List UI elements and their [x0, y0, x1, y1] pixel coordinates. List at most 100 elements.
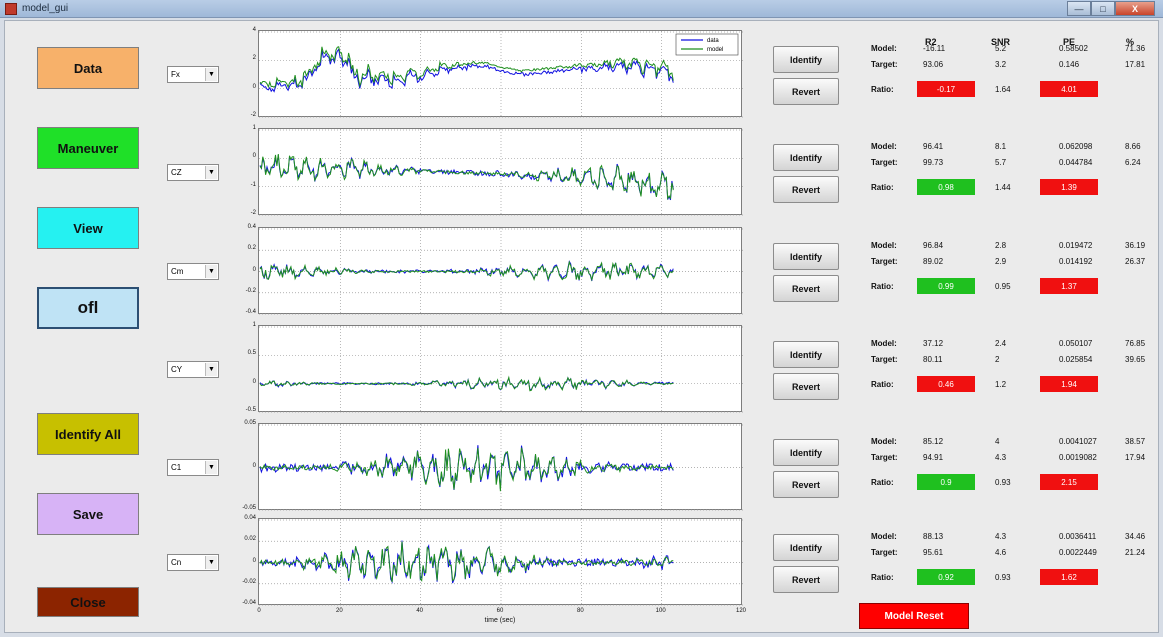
revert-button[interactable]: Revert	[773, 176, 839, 203]
target-pct-value: 21.24	[1125, 548, 1146, 557]
model-r2-value: -16.11	[923, 44, 946, 53]
identify-button[interactable]: Identify	[773, 46, 839, 73]
model-row-label: Model:	[871, 437, 897, 446]
ratio-r2-box: -0.17	[917, 81, 975, 97]
model-pct-value: 38.57	[1125, 437, 1146, 446]
model-r2-value: 85.12	[923, 437, 944, 446]
signal-select[interactable]: Fx ▼	[167, 65, 219, 83]
model-series-line	[259, 447, 674, 492]
x-tick-label: 120	[735, 608, 746, 614]
x-tick-label: 60	[496, 608, 504, 614]
header-pe: PE	[1063, 37, 1076, 47]
x-tick-label: 80	[576, 608, 584, 614]
ratio-r2-box: 0.92	[917, 569, 975, 585]
identify-all-button[interactable]: Identify All	[37, 413, 139, 455]
model-pct-value: 36.19	[1125, 241, 1146, 250]
plot-svg: data model	[259, 31, 743, 118]
identify-button[interactable]: Identify	[773, 341, 839, 368]
revert-button[interactable]: Revert	[773, 78, 839, 105]
model-row-label: Model:	[871, 241, 897, 250]
y-tick-label: -0.2	[245, 287, 256, 294]
signal-select[interactable]: CY ▼	[167, 360, 219, 378]
revert-button[interactable]: Revert	[773, 566, 839, 593]
y-tick-label: -0.4	[245, 309, 256, 315]
model-series-line	[259, 260, 674, 282]
target-pe-value: 0.014192	[1059, 257, 1093, 266]
ratio-snr-value: 0.93	[995, 478, 1011, 487]
target-row-label: Target:	[871, 548, 898, 557]
chevron-down-icon: ▼	[205, 165, 217, 179]
signal-select-value: Cn	[171, 557, 182, 567]
data-series-line	[259, 155, 674, 201]
y-tick-label: -0.5	[245, 407, 256, 413]
target-pe-value: 0.0019082	[1059, 453, 1097, 462]
chevron-down-icon: ▼	[205, 460, 217, 474]
model-pe-value: 0.0041027	[1059, 437, 1097, 446]
signal-select[interactable]: CZ ▼	[167, 163, 219, 181]
target-pe-value: 0.0022449	[1059, 548, 1097, 557]
target-row-label: Target:	[871, 60, 898, 69]
close-button[interactable]: Close	[37, 587, 139, 617]
ratio-pe-box: 1.39	[1040, 179, 1098, 195]
ratio-row-label: Ratio:	[871, 380, 894, 389]
y-tick-label: 0.2	[247, 245, 256, 252]
window-title: model_gui	[22, 3, 69, 14]
y-tick-label: 0	[252, 462, 256, 469]
x-axis-label: time (sec)	[484, 617, 516, 624]
plot-svg	[259, 519, 743, 606]
revert-button[interactable]: Revert	[773, 275, 839, 302]
view-button[interactable]: View	[37, 207, 139, 249]
model-series-line	[259, 46, 674, 89]
ratio-row-label: Ratio:	[871, 478, 894, 487]
revert-button[interactable]: Revert	[773, 471, 839, 498]
close-window-button[interactable]: X	[1115, 1, 1155, 16]
model-snr-value: 4.3	[995, 532, 1007, 541]
y-tick-label: -1	[250, 181, 256, 188]
signal-select-value: CZ	[171, 167, 182, 177]
revert-button[interactable]: Revert	[773, 373, 839, 400]
y-tick-label: 0	[252, 378, 256, 385]
model-series-line	[259, 154, 674, 201]
identify-button[interactable]: Identify	[773, 534, 839, 561]
window-controls: — □ X	[1067, 1, 1155, 17]
save-button[interactable]: Save	[37, 493, 139, 535]
maneuver-button[interactable]: Maneuver	[37, 127, 139, 169]
model-pe-value: 0.0036411	[1059, 532, 1097, 541]
data-series-line	[259, 47, 674, 93]
header-snr: SNR	[991, 37, 1011, 47]
identify-button[interactable]: Identify	[773, 243, 839, 270]
model-r2-value: 96.41	[923, 142, 944, 151]
target-r2-value: 93.06	[923, 60, 944, 69]
chevron-down-icon: ▼	[205, 67, 217, 81]
ratio-row-label: Ratio:	[871, 573, 894, 582]
model-reset-button[interactable]: Model Reset	[859, 603, 969, 629]
ratio-r2-box: 0.99	[917, 278, 975, 294]
minimize-button[interactable]: —	[1067, 1, 1091, 16]
target-snr-value: 4.6	[995, 548, 1007, 557]
ratio-row-label: Ratio:	[871, 85, 894, 94]
title-bar: model_gui — □ X	[0, 0, 1163, 18]
signal-select[interactable]: Cm ▼	[167, 262, 219, 280]
model-r2-value: 96.84	[923, 241, 944, 250]
signal-select[interactable]: Cn ▼	[167, 553, 219, 571]
identify-button[interactable]: Identify	[773, 439, 839, 466]
header-percent: %	[1126, 37, 1135, 47]
maximize-button[interactable]: □	[1091, 1, 1115, 16]
target-r2-value: 94.91	[923, 453, 944, 462]
ratio-snr-value: 0.93	[995, 573, 1011, 582]
target-pe-value: 0.044784	[1059, 158, 1093, 167]
y-tick-label: -0.02	[242, 578, 256, 585]
signal-select[interactable]: C1 ▼	[167, 458, 219, 476]
ofl-button[interactable]: ofl	[37, 287, 139, 329]
data-button[interactable]: Data	[37, 47, 139, 89]
ratio-pe-box: 4.01	[1040, 81, 1098, 97]
ratio-pe-box: 2.15	[1040, 474, 1098, 490]
identify-button[interactable]: Identify	[773, 144, 839, 171]
ratio-pe-box: 1.62	[1040, 569, 1098, 585]
ratio-snr-value: 1.2	[995, 380, 1007, 389]
y-tick-label: 1	[252, 322, 256, 328]
target-row-label: Target:	[871, 355, 898, 364]
signal-plot: data model	[258, 30, 743, 118]
model-pct-value: 71.36	[1125, 44, 1146, 53]
